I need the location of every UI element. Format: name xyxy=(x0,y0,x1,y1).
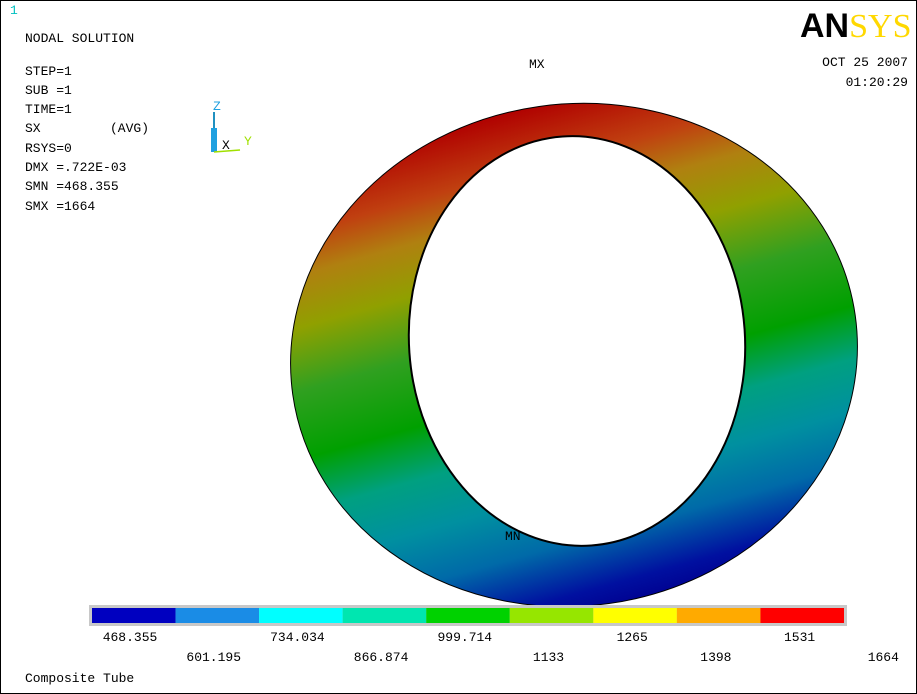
triad-x: X xyxy=(222,138,230,153)
triad-y: Y xyxy=(244,134,252,149)
info-line: NODAL SOLUTION xyxy=(25,31,134,46)
legend-swatch xyxy=(593,608,677,623)
legend-label: 999.714 xyxy=(437,630,492,645)
logo-bold: AN xyxy=(800,7,849,45)
logo-light: SYS xyxy=(849,8,911,45)
legend-label: 1398 xyxy=(700,650,731,665)
legend-swatch xyxy=(259,608,343,623)
info-line: TIME=1 xyxy=(25,102,72,117)
legend-swatch xyxy=(343,608,427,623)
footer-title: Composite Tube xyxy=(25,671,134,686)
info-line: SMN =468.355 xyxy=(25,179,119,194)
time: 01:20:29 xyxy=(846,75,908,90)
ansys-viewport: 1 NODAL SOLUTION STEP=1 SUB =1 TIME=1 SX (AVG… xyxy=(0,0,917,694)
legend-swatch xyxy=(176,608,260,623)
max-marker: MX xyxy=(529,57,545,72)
legend-label: 866.874 xyxy=(354,650,409,665)
info-line: SMX =1664 xyxy=(25,199,95,214)
legend-swatch xyxy=(760,608,844,623)
logo: ANSYS xyxy=(800,7,911,45)
date: OCT 25 2007 xyxy=(822,55,908,70)
legend-swatch xyxy=(677,608,761,623)
info-line: SX xyxy=(25,121,41,136)
info-line: (AVG) xyxy=(110,121,149,136)
legend-label: 734.034 xyxy=(270,630,325,645)
window-number: 1 xyxy=(10,3,18,18)
triad-z: Z xyxy=(213,99,221,114)
triad-icon xyxy=(211,128,217,152)
legend-swatch xyxy=(92,608,176,623)
min-marker: MN xyxy=(505,529,521,544)
info-line: STEP=1 xyxy=(25,64,72,79)
info-line: RSYS=0 xyxy=(25,141,72,156)
legend-label: 1664 xyxy=(868,650,899,665)
legend-label: 1531 xyxy=(784,630,815,645)
legend-label: 468.355 xyxy=(103,630,158,645)
info-line: DMX =.722E-03 xyxy=(25,160,126,175)
legend-swatch xyxy=(510,608,594,623)
info-line: SUB =1 xyxy=(25,83,72,98)
legend-swatch xyxy=(426,608,510,623)
legend-label: 1265 xyxy=(617,630,648,645)
legend-label: 1133 xyxy=(533,650,564,665)
legend-label: 601.195 xyxy=(186,650,241,665)
